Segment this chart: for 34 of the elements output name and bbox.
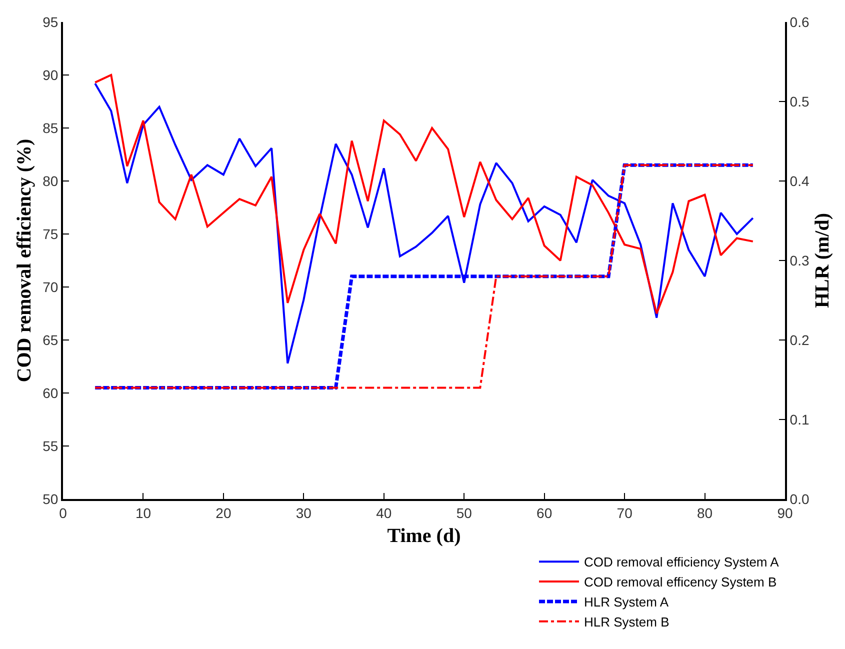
x-tick-label: 60 [536,504,552,521]
y-tick-label: 60 [42,384,58,401]
y2-tick-label: 0.2 [790,332,810,348]
x-tick-label: 90 [777,504,793,521]
legend-label: COD removal efficiency System A [584,554,780,570]
y2-tick-label: 0.1 [790,411,810,428]
legend-label: HLR System A [584,594,669,610]
y2-tick-label: 0.5 [790,93,810,110]
y-tick-label: 65 [42,332,58,348]
y2-tick-label: 0.0 [790,490,810,507]
legend-label: HLR System B [584,614,670,630]
x-tick-label: 0 [59,504,68,521]
y-tick-label: 85 [42,120,58,136]
x-tick-label: 70 [616,504,633,521]
y2-tick-label: 0.3 [790,252,810,268]
x-tick-label: 50 [456,504,472,521]
y-tick-label: 75 [42,226,58,242]
x-axis-title: Time (d) [387,524,461,547]
x-tick-label: 10 [135,504,152,521]
x-tick-label: 80 [696,504,713,521]
y-tick-label: 55 [42,438,58,454]
x-tick-label: 30 [296,504,312,521]
y2-tick-label: 0.4 [790,172,810,189]
x-tick-label: 20 [216,504,232,521]
y-axis-title: COD removal efficiency (%) [14,138,36,382]
y2-axis-title: HLR (m/d) [811,213,834,308]
y-tick-label: 50 [42,490,58,507]
y-tick-label: 80 [42,172,58,189]
y2-tick-label: 0.6 [790,14,810,30]
y-tick-label: 90 [42,66,58,83]
y-tick-label: 95 [42,14,58,30]
x-tick-label: 40 [376,504,392,521]
y-tick-label: 70 [42,278,58,295]
legend-label: COD removal efficency System B [584,574,777,590]
